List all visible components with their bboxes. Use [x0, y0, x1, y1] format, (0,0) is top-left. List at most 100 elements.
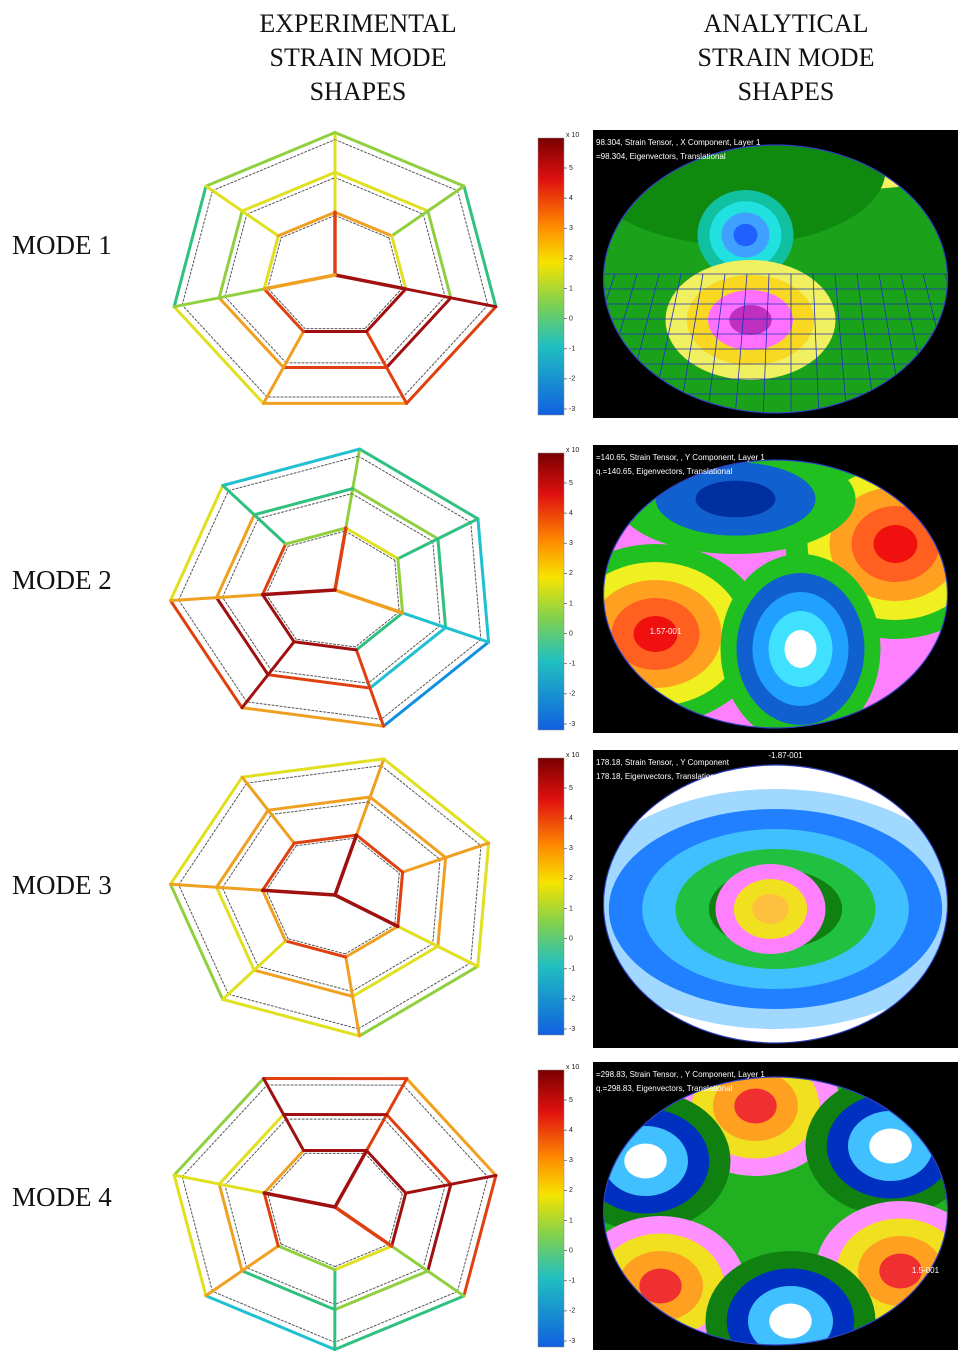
spoke [398, 926, 438, 946]
colorbar-tick-label: -3 [569, 1338, 575, 1345]
reference-edge [384, 297, 445, 363]
edge [174, 307, 263, 404]
reference-edge [228, 994, 358, 1029]
hub-spoke [335, 1151, 367, 1207]
header-line: EXPERIMENTAL [259, 9, 456, 38]
spoke [392, 211, 428, 236]
page: { "headers": { "experimental": ["EXPERIM… [0, 0, 964, 1363]
panel-annotation: q.=140.65, Eigenvectors, Translational [596, 467, 733, 476]
panel-annotation: =98.304, Eigenvectors, Translational [596, 152, 726, 161]
hub-spoke [335, 835, 356, 895]
contour [729, 305, 772, 335]
colorbar-tick-label: -3 [569, 1026, 575, 1033]
edge [366, 289, 405, 332]
spoke [428, 186, 464, 211]
edge [170, 884, 222, 999]
panel-annotation: =298.83, Strain Tensor, , Y Component, L… [596, 1070, 765, 1079]
spoke [206, 186, 242, 211]
reference-edge [212, 140, 335, 191]
spoke [242, 1246, 278, 1271]
wireframe [170, 449, 488, 726]
colorbar-tick-label: 0 [569, 935, 573, 942]
edge [367, 1151, 406, 1194]
reference-edge [384, 1119, 445, 1185]
hub-spoke [335, 275, 406, 289]
reference-edge [222, 888, 258, 967]
colorbar [538, 138, 564, 415]
mode-row: MODE 3x 10543210-1-2-3178.18, Strain Ten… [12, 750, 964, 1048]
reference-edge [281, 1244, 335, 1266]
reference-edge [355, 838, 399, 873]
hub-spoke [264, 275, 335, 289]
reference-edge [247, 1268, 335, 1305]
contour [869, 1129, 912, 1164]
edge [398, 872, 403, 926]
colorbar-tick-label: 5 [569, 165, 573, 172]
edge [254, 489, 353, 515]
edge [170, 777, 242, 884]
colorbar-tick-label: 4 [569, 815, 573, 822]
mode-row: MODE 4x 10543210-1-2-3=298.83, Strain Te… [12, 1036, 964, 1363]
edge [370, 797, 446, 858]
spoke [174, 1175, 219, 1184]
edge [428, 211, 451, 298]
edge [264, 1193, 278, 1246]
spoke [367, 1115, 387, 1151]
colorbar-tick-label: 3 [569, 225, 573, 232]
edge [335, 212, 392, 236]
reference-edge [368, 626, 440, 684]
edge [217, 515, 255, 598]
colorbar-tick-label: 2 [569, 255, 573, 262]
edge [217, 810, 269, 887]
reference-edge [266, 594, 296, 639]
contour [874, 525, 918, 563]
reference-edge [268, 288, 305, 328]
edge [428, 1184, 451, 1271]
edge [219, 1115, 283, 1185]
mode-label: MODE 4 [12, 1182, 112, 1212]
edge [206, 133, 335, 187]
colorbar-tick-label: 1 [569, 905, 573, 912]
contour [769, 1304, 812, 1339]
edge [384, 759, 489, 843]
contour [624, 1144, 667, 1179]
edge [170, 486, 222, 601]
reference-edge [335, 215, 389, 237]
colorbar-tick-label: 2 [569, 1187, 573, 1194]
edge [219, 211, 242, 298]
panel-marker: 1.57-001 [650, 627, 682, 636]
colorbar-tick-label: -3 [569, 406, 575, 413]
panel-annotation: q.=298.83, Eigenvectors, Translational [596, 1084, 733, 1093]
reference-edge [225, 214, 247, 296]
reference-edge [266, 891, 288, 939]
reference-edge [365, 288, 402, 328]
spoke [254, 515, 285, 544]
reference-edge [423, 214, 445, 296]
edge [174, 186, 206, 307]
spoke [392, 1246, 428, 1271]
mode-row: MODE 1x 10543210-1-2-398.304, Strain Ten… [12, 70, 964, 418]
spoke [353, 996, 360, 1035]
edge [174, 1079, 263, 1176]
colorbar-tick-label: -2 [569, 996, 575, 1003]
spoke [406, 1184, 451, 1193]
spoke [353, 449, 360, 488]
edge [278, 1246, 335, 1270]
colorbar-tick-label: -2 [569, 376, 575, 383]
colorbar-tick-label: 0 [569, 315, 573, 322]
reference-edge [335, 140, 458, 191]
spoke [398, 539, 438, 559]
edge [356, 613, 402, 650]
reference-edge [457, 1177, 487, 1291]
edge [356, 835, 402, 872]
edge [263, 890, 286, 941]
reference-edge [179, 885, 229, 994]
panel-annotation: 98.304, Strain Tensor, , X Component, La… [596, 138, 761, 147]
colorbar-tick-label: 3 [569, 540, 573, 547]
edge [263, 544, 286, 595]
reference-edge [222, 597, 271, 670]
colorbar-tick-label: -1 [569, 346, 575, 353]
edge [286, 941, 346, 957]
spoke [366, 331, 386, 367]
spoke [387, 1079, 407, 1115]
